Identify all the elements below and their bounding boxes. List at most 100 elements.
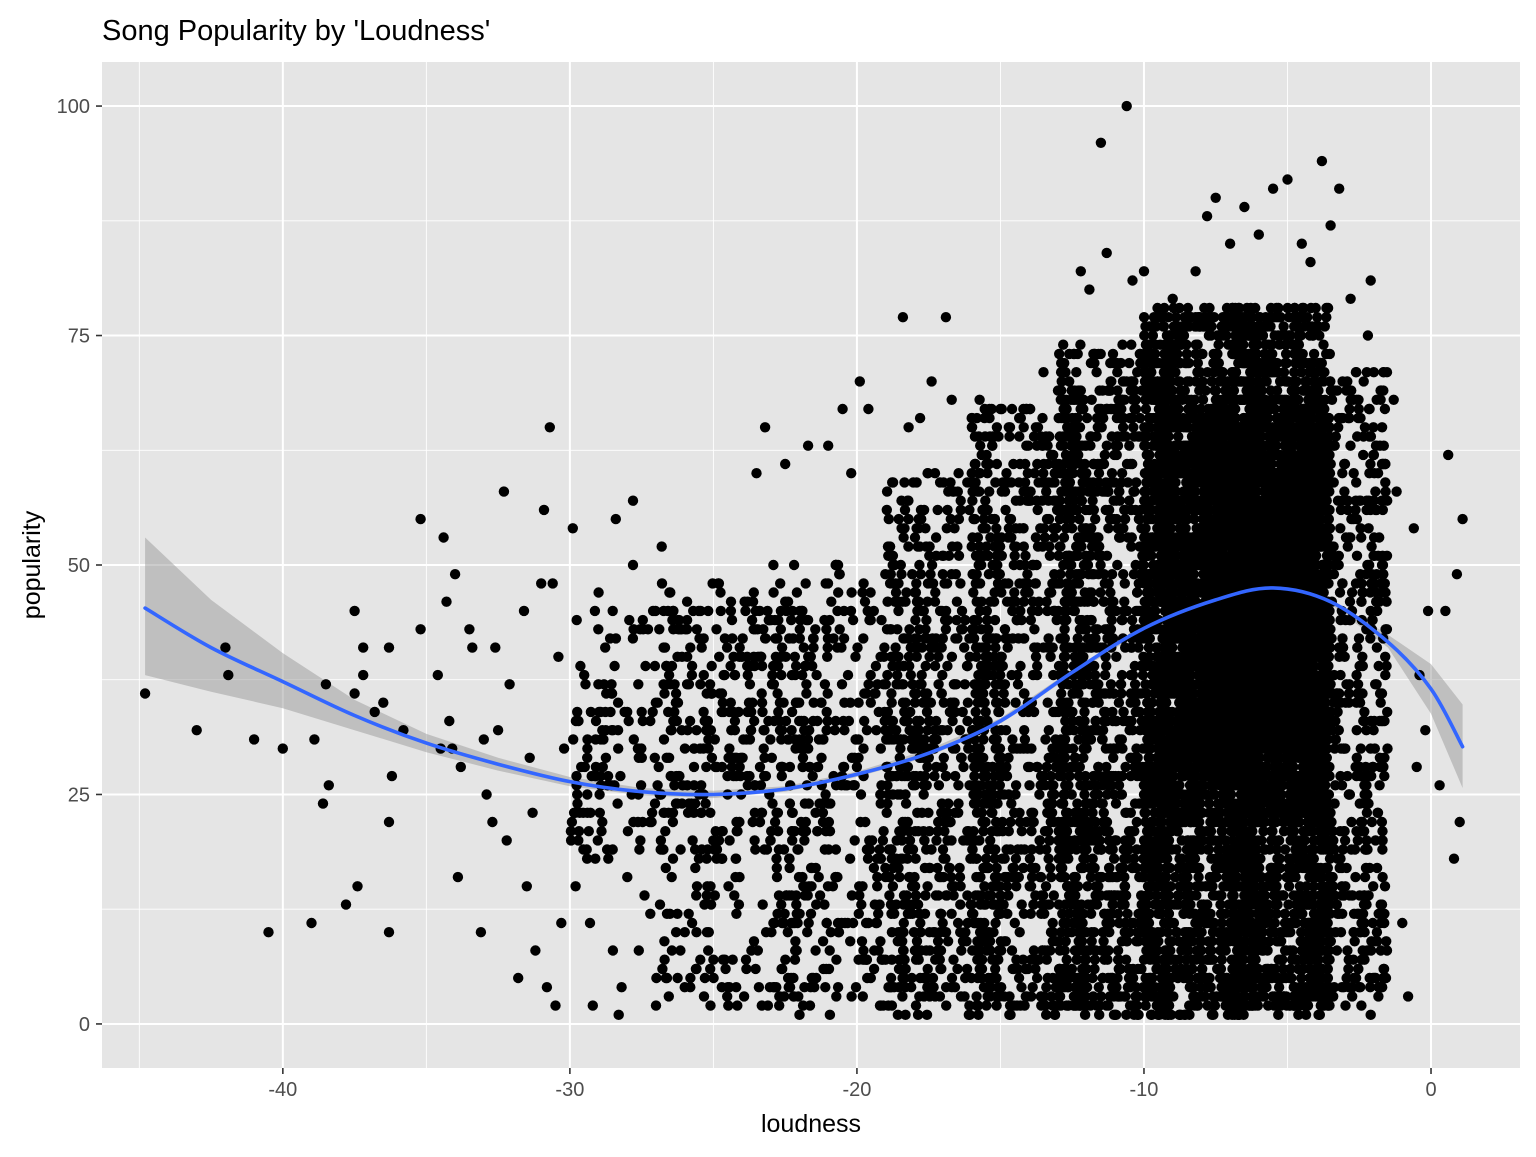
data-point bbox=[877, 955, 887, 965]
data-point bbox=[765, 734, 775, 744]
data-point bbox=[899, 918, 909, 928]
data-point bbox=[901, 798, 911, 808]
data-point bbox=[759, 743, 769, 753]
data-point bbox=[650, 661, 660, 671]
data-point bbox=[767, 670, 777, 680]
data-point bbox=[746, 725, 756, 735]
data-point bbox=[1027, 817, 1037, 827]
data-point bbox=[1050, 1010, 1060, 1020]
data-point bbox=[745, 679, 755, 689]
data-point bbox=[798, 762, 808, 772]
data-point bbox=[757, 688, 767, 698]
data-point bbox=[892, 670, 902, 680]
data-point bbox=[1026, 826, 1036, 836]
data-point bbox=[990, 844, 1000, 854]
data-point bbox=[907, 881, 917, 891]
data-point bbox=[1075, 642, 1085, 652]
data-point bbox=[659, 936, 669, 946]
data-point bbox=[933, 652, 943, 662]
data-point bbox=[948, 881, 958, 891]
data-point bbox=[930, 725, 940, 735]
data-point bbox=[943, 486, 953, 496]
data-point bbox=[1067, 587, 1077, 597]
data-point bbox=[1084, 734, 1094, 744]
data-point bbox=[797, 734, 807, 744]
data-point bbox=[1091, 881, 1101, 891]
data-point bbox=[995, 541, 1005, 551]
data-point bbox=[941, 1000, 951, 1010]
data-point bbox=[1060, 780, 1070, 790]
data-point bbox=[831, 716, 841, 726]
data-point bbox=[1212, 964, 1222, 974]
data-point bbox=[779, 909, 789, 919]
data-point bbox=[672, 798, 682, 808]
data-point bbox=[1000, 854, 1010, 864]
data-point bbox=[874, 844, 884, 854]
data-point bbox=[1059, 413, 1069, 423]
data-point bbox=[933, 945, 943, 955]
data-point bbox=[797, 606, 807, 616]
data-point bbox=[910, 725, 920, 735]
data-point bbox=[1113, 771, 1123, 781]
data-point bbox=[1059, 652, 1069, 662]
data-point bbox=[948, 890, 958, 900]
data-point bbox=[1095, 587, 1105, 597]
data-point bbox=[671, 688, 681, 698]
data-point bbox=[997, 762, 1007, 772]
data-point bbox=[705, 679, 715, 689]
data-point bbox=[1207, 376, 1217, 386]
data-point bbox=[666, 771, 676, 781]
data-point bbox=[580, 762, 590, 772]
data-point bbox=[876, 615, 886, 625]
data-point bbox=[796, 615, 806, 625]
data-point bbox=[836, 642, 846, 652]
data-point bbox=[1037, 945, 1047, 955]
data-point bbox=[1078, 844, 1088, 854]
data-point bbox=[941, 606, 951, 616]
data-point bbox=[722, 991, 732, 1001]
data-point bbox=[808, 642, 818, 652]
data-point bbox=[885, 725, 895, 735]
data-point bbox=[684, 798, 694, 808]
data-point bbox=[1017, 826, 1027, 836]
data-point bbox=[734, 899, 744, 909]
data-point bbox=[816, 753, 826, 763]
data-point bbox=[916, 505, 926, 515]
data-point bbox=[670, 716, 680, 726]
data-point bbox=[955, 899, 965, 909]
data-point bbox=[890, 597, 900, 607]
data-point bbox=[1159, 303, 1169, 313]
data-point bbox=[787, 606, 797, 616]
data-point bbox=[1033, 422, 1043, 432]
data-point bbox=[950, 707, 960, 717]
data-point bbox=[787, 670, 797, 680]
data-point bbox=[967, 496, 977, 506]
data-point bbox=[917, 670, 927, 680]
data-point bbox=[1183, 844, 1193, 854]
data-point bbox=[1000, 486, 1010, 496]
data-point bbox=[896, 523, 906, 533]
data-point bbox=[902, 890, 912, 900]
data-point bbox=[1083, 945, 1093, 955]
data-point bbox=[807, 973, 817, 983]
data-point bbox=[1030, 863, 1040, 873]
data-point bbox=[773, 661, 783, 671]
data-point bbox=[1080, 991, 1090, 1001]
data-point bbox=[975, 468, 985, 478]
data-point bbox=[1021, 991, 1031, 1001]
data-point bbox=[1090, 679, 1100, 689]
data-point bbox=[866, 973, 876, 983]
data-point bbox=[628, 633, 638, 643]
data-point bbox=[784, 854, 794, 864]
data-point bbox=[996, 982, 1006, 992]
data-point bbox=[1008, 964, 1018, 974]
data-point bbox=[779, 844, 789, 854]
data-point bbox=[984, 633, 994, 643]
data-point bbox=[720, 964, 730, 974]
data-point bbox=[900, 597, 910, 607]
data-point bbox=[648, 707, 658, 717]
data-point bbox=[1100, 670, 1110, 680]
data-point bbox=[814, 734, 824, 744]
data-point bbox=[1129, 486, 1139, 496]
data-point bbox=[938, 844, 948, 854]
